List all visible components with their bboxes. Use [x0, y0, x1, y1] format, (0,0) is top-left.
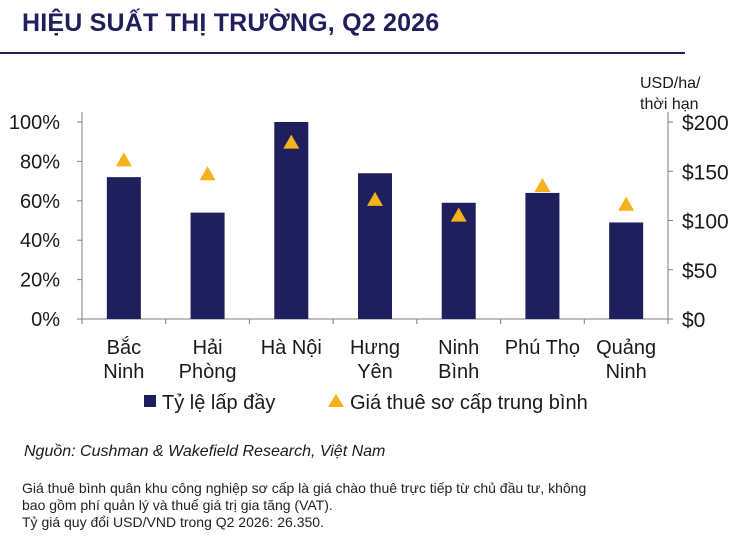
chart-title: HIỆU SUẤT THỊ TRƯỜNG, Q2 2026 [22, 9, 440, 37]
occupancy-bar [525, 192, 560, 319]
x-axis-label: Ninh [606, 361, 647, 383]
footnote-line: bao gồm phí quản lý và thuế giá trị gia … [22, 497, 333, 513]
right-tick-label: $0 [682, 309, 705, 332]
footnotes: Giá thuê bình quân khu công nghiệp sơ cấ… [22, 480, 712, 531]
footnote-line: Giá thuê bình quân khu công nghiệp sơ cấ… [22, 480, 587, 496]
rent-marker [115, 152, 132, 167]
left-axis-ticks: 0% 20% 40% 60% 80% 100% [9, 112, 82, 331]
x-axis-label: Hà Nội [261, 337, 322, 359]
x-axis-label: Yên [357, 361, 393, 383]
x-axis-label: Hưng [350, 337, 400, 359]
x-axis-label: Ninh [103, 361, 144, 383]
legend-triangle-swatch [328, 394, 344, 407]
market-performance-chart: 0% 20% 40% 60% 80% 100% $0 $50 $100 $150 $200 Bắc… [9, 75, 729, 414]
x-axis-label: Quảng [596, 337, 656, 359]
source-note: Nguồn: Cushman & Wakefield Research, Việ… [24, 443, 386, 460]
rent-markers [115, 134, 635, 222]
occupancy-bars [106, 122, 644, 319]
occupancy-bar [190, 212, 225, 319]
left-tick-label: 80% [20, 151, 60, 173]
left-tick-label: 40% [20, 230, 60, 252]
right-axis-label-line: USD/ha/ [640, 75, 701, 92]
right-tick-label: $200 [682, 112, 729, 135]
rent-marker [367, 191, 383, 206]
legend-triangle-label: Giá thuê sơ cấp trung bình [350, 392, 588, 414]
left-tick-label: 20% [20, 270, 60, 292]
legend-bar-swatch [144, 395, 156, 407]
right-axis-ticks: $0 $50 $100 $150 $200 [668, 112, 729, 332]
x-axis-label: Bình [438, 361, 479, 383]
right-tick-label: $100 [682, 211, 729, 234]
right-axis-label-line: thời hạn [640, 96, 699, 113]
legend-bar-label: Tỷ lệ lấp đầy [162, 392, 275, 414]
x-axis-label: Phòng [179, 361, 237, 383]
occupancy-bar [441, 202, 476, 319]
x-axis-label: Phú Thọ [505, 337, 580, 359]
left-tick-label: 100% [9, 112, 60, 134]
rent-marker [199, 166, 216, 181]
occupancy-bar [106, 177, 141, 319]
left-tick-label: 60% [20, 191, 60, 213]
rent-marker [534, 178, 551, 193]
left-tick-label: 0% [31, 309, 60, 331]
right-tick-label: $150 [682, 161, 729, 184]
x-axis-label: Hải [193, 337, 223, 359]
footnote-line: Tỷ giá quy đổi USD/VND trong Q2 2026: 26… [22, 514, 324, 530]
x-axis-label: Ninh [438, 337, 479, 359]
occupancy-bar [274, 122, 309, 319]
right-tick-label: $50 [682, 260, 717, 283]
title-divider [0, 52, 685, 54]
chart-legend: Tỷ lệ lấp đầy Giá thuê sơ cấp trung bình [144, 392, 588, 414]
occupancy-bar [609, 222, 644, 319]
rent-marker [450, 207, 467, 222]
rent-marker [618, 196, 635, 211]
right-axis-label: USD/ha/thời hạn [640, 75, 701, 113]
x-axis-label: Bắc [107, 336, 141, 359]
rent-marker [283, 134, 300, 149]
